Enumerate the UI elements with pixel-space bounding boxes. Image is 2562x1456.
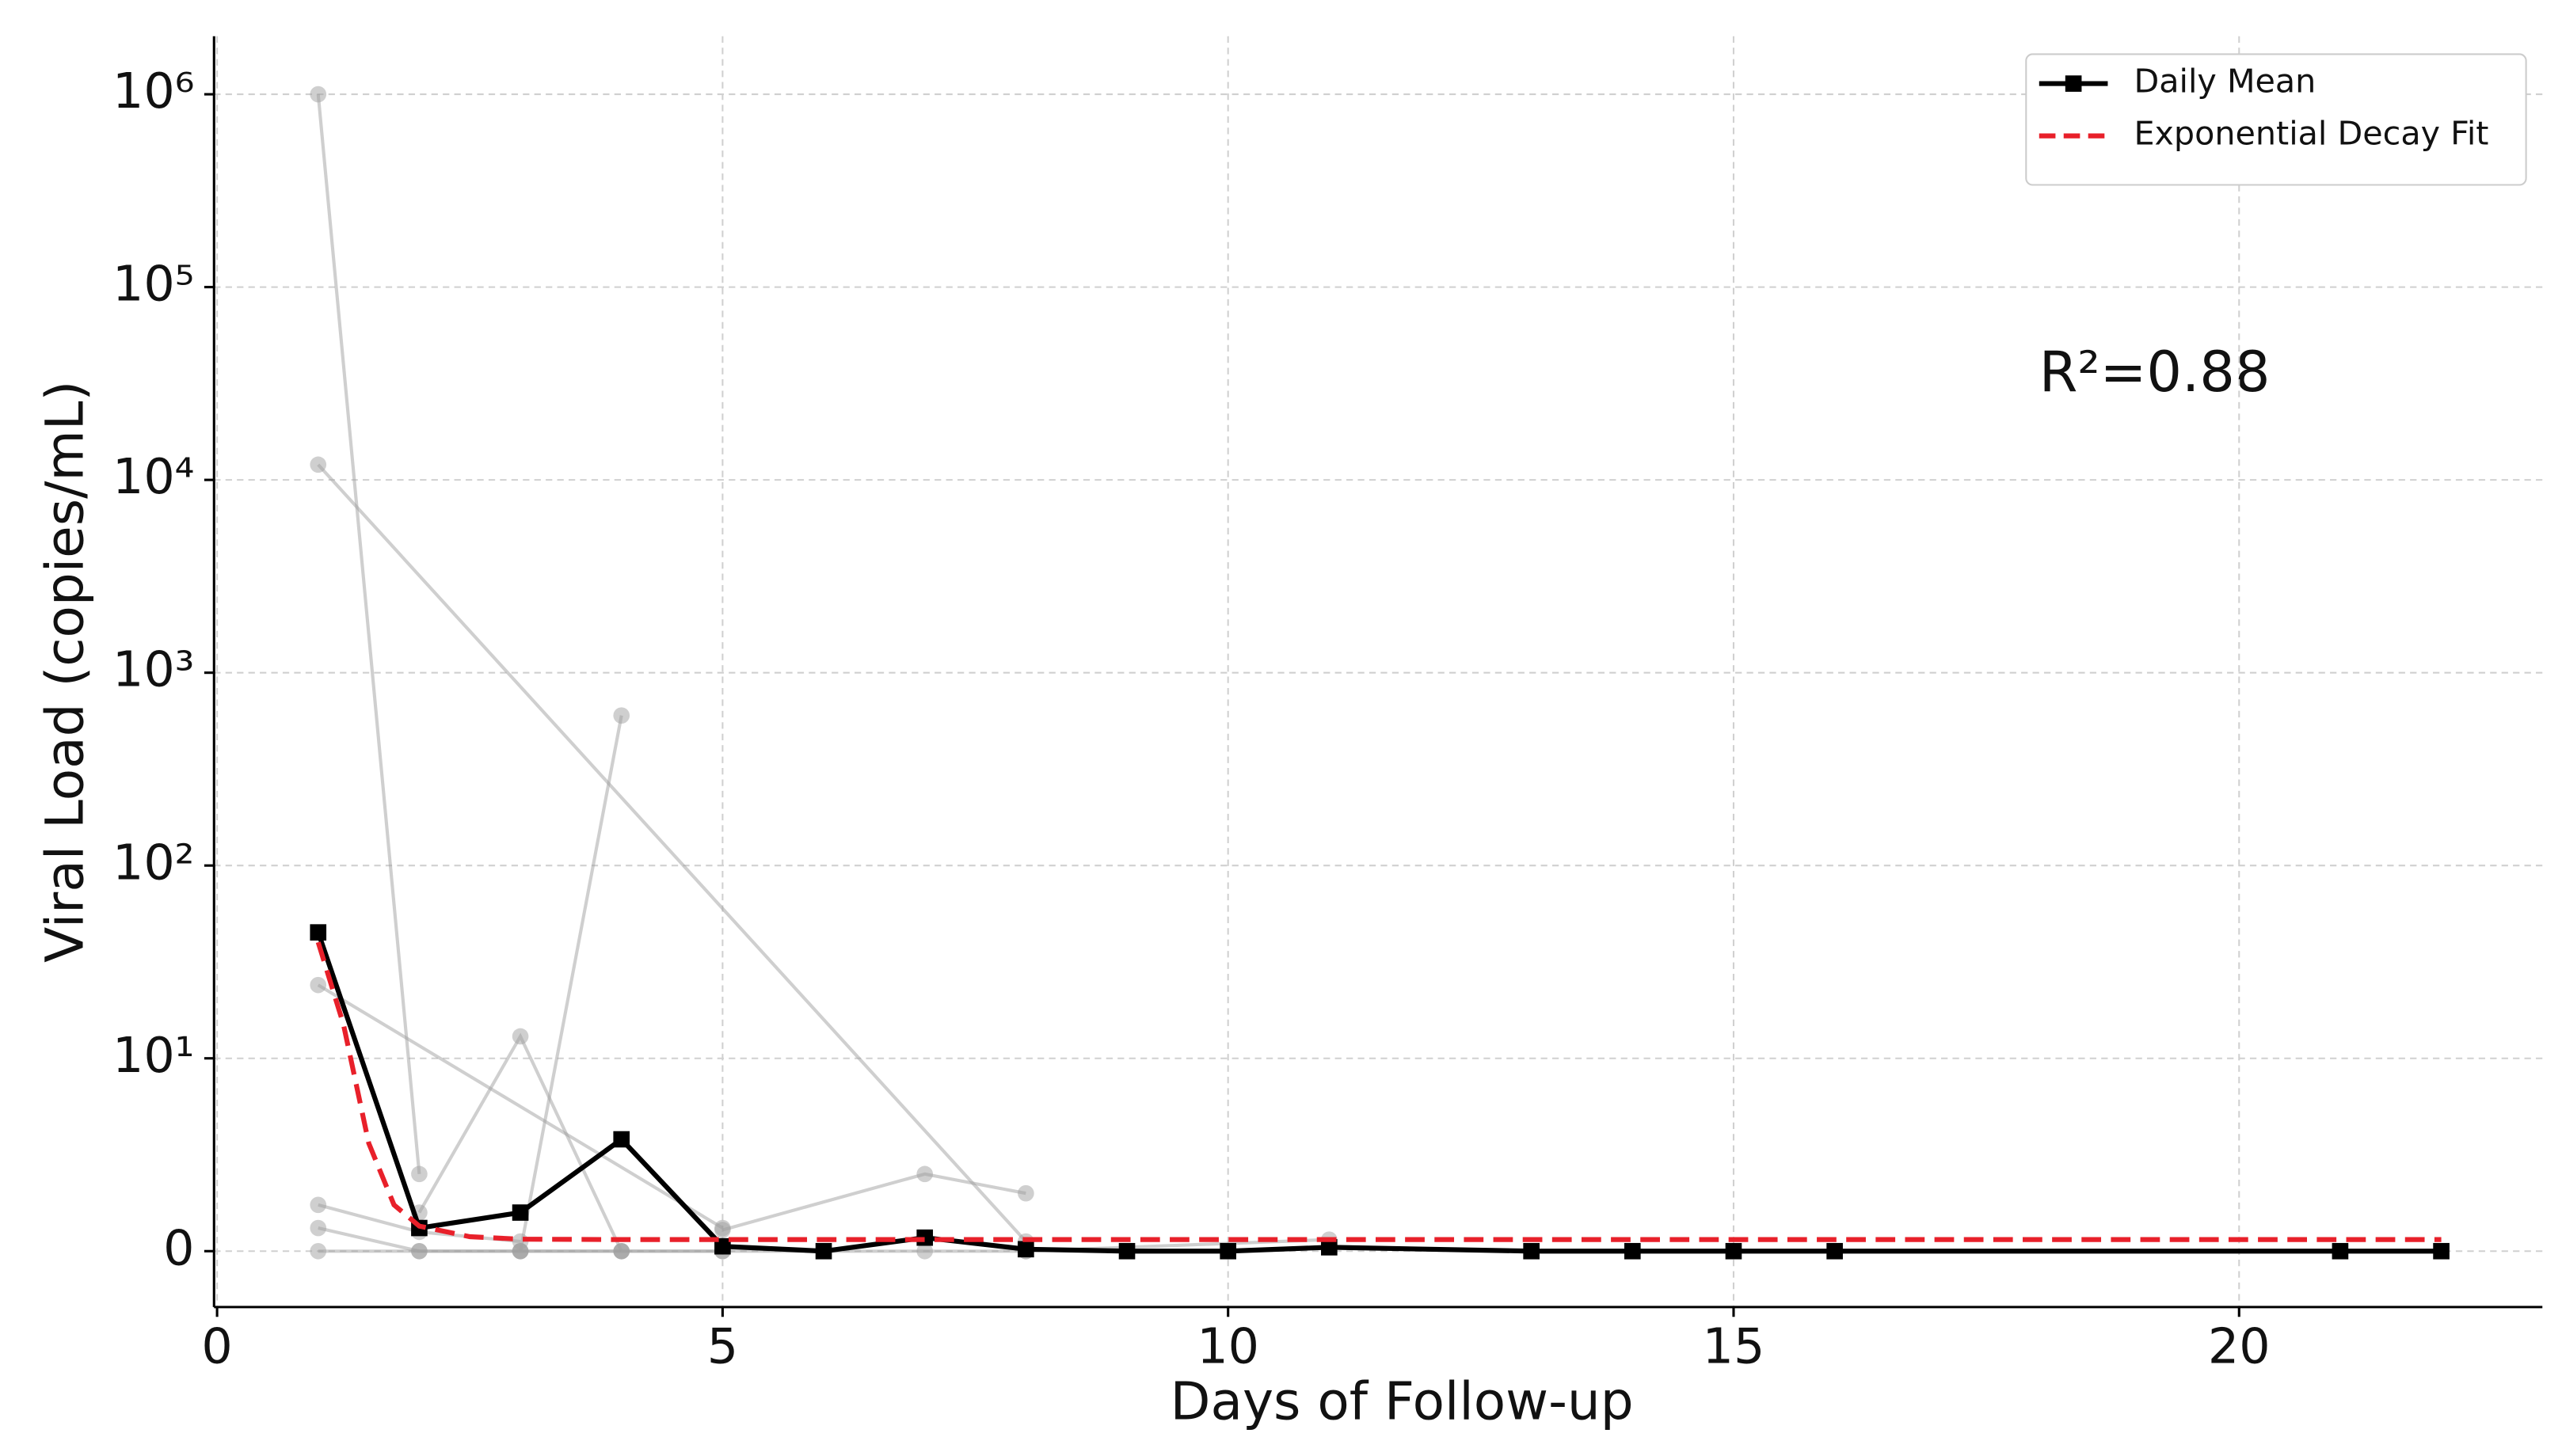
legend-label: Daily Mean [2134, 63, 2316, 101]
legend-box [2025, 53, 2527, 186]
y-tick-label: 10⁵ [112, 256, 195, 313]
mean-marker [2433, 1242, 2450, 1260]
patient-marker [512, 1028, 529, 1045]
annotation: R²=0.88 [2039, 340, 2271, 405]
mean-marker [815, 1242, 832, 1260]
patient-marker [613, 1242, 630, 1260]
patient-marker [1018, 1184, 1034, 1202]
y-tick-label: 10⁴ [112, 448, 195, 505]
patient-line [316, 93, 421, 1175]
mean-marker [1118, 1242, 1136, 1260]
x-tick-label: 10 [1197, 1318, 1259, 1375]
series-line [315, 941, 2442, 1242]
mean-marker [1523, 1242, 1540, 1260]
mean-marker [1826, 1242, 1843, 1260]
patient-marker [714, 1222, 731, 1238]
patient-marker [310, 1196, 327, 1214]
patient-marker [411, 1242, 428, 1260]
mean-marker [1321, 1239, 1338, 1256]
mean-marker [613, 1131, 630, 1148]
patient-marker [310, 86, 327, 103]
series-line [315, 931, 2442, 1254]
y-tick-label: 0 [163, 1219, 194, 1276]
mean-marker [1220, 1242, 1236, 1260]
patient-marker [310, 1219, 327, 1237]
x-tick-label: 0 [201, 1318, 232, 1375]
legend-label: Exponential Decay Fit [2134, 115, 2488, 153]
legend-marker [2065, 75, 2082, 92]
patient-marker [916, 1242, 934, 1260]
patient-marker [916, 1165, 934, 1183]
patient-line [317, 983, 724, 1230]
y-tick-label: 10⁶ [112, 63, 195, 120]
patient-marker [613, 707, 630, 724]
x-tick-label: 5 [707, 1318, 738, 1375]
y-tick-label: 10¹ [112, 1027, 195, 1084]
patient-marker [310, 456, 327, 473]
mean-marker [2332, 1242, 2349, 1260]
mean-marker [1725, 1242, 1742, 1260]
mean-marker [1018, 1241, 1034, 1258]
patient-line [721, 1172, 1026, 1232]
patient-marker [512, 1242, 529, 1260]
patient-marker [310, 976, 327, 994]
y-tick-label: 10² [112, 834, 195, 891]
patient-line [317, 463, 1027, 1243]
mean-marker [310, 924, 327, 941]
mean-marker [1624, 1242, 1641, 1260]
x-axis-label: Days of Follow-up [1171, 1371, 1634, 1432]
x-tick-label: 15 [1703, 1318, 1765, 1375]
x-tick-label: 20 [2208, 1318, 2271, 1375]
patient-marker [411, 1165, 428, 1183]
mean-marker [714, 1237, 731, 1255]
y-axis-label: Viral Load (copies/mL) [35, 381, 96, 963]
y-tick-label: 10³ [112, 641, 195, 698]
patient-line [519, 715, 623, 1252]
patient-marker [310, 1242, 327, 1260]
mean-marker [512, 1204, 529, 1221]
